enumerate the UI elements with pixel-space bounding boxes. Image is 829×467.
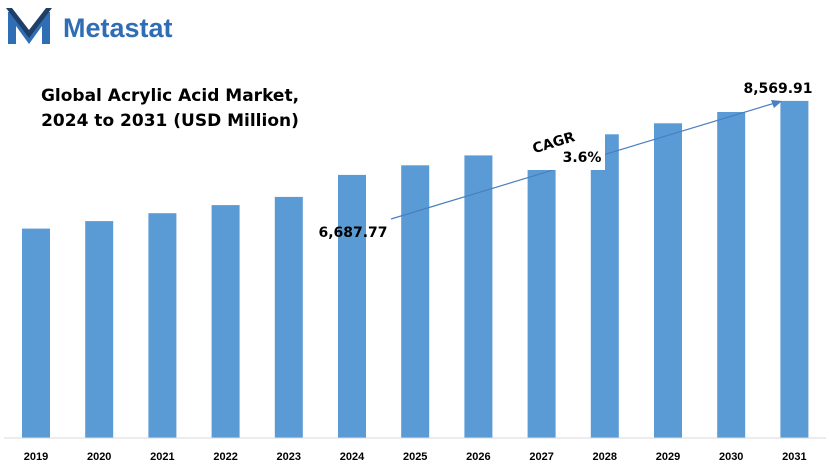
x-tick-label-2020: 2020 — [87, 451, 111, 463]
bar-2021 — [148, 213, 177, 438]
x-tick-label-2029: 2029 — [656, 451, 680, 463]
x-tick-label-2026: 2026 — [466, 451, 490, 463]
cagr-label-backdrop — [525, 120, 605, 170]
cagr-arrow-head-icon — [771, 100, 782, 108]
x-tick-label-2031: 2031 — [782, 451, 806, 463]
x-tick-labels: 2019 2020 2021 2022 2023 2024 2025 2026 2027 2028… — [24, 451, 807, 463]
x-tick-label-2022: 2022 — [213, 451, 237, 463]
cagr-value: 3.6% — [563, 150, 602, 166]
bar-2020 — [85, 221, 114, 438]
x-tick-label-2025: 2025 — [403, 451, 427, 463]
brand-name: Metastat — [63, 13, 173, 43]
x-tick-label-2024: 2024 — [340, 451, 365, 463]
chart-title-line-2: 2024 to 2031 (USD Million) — [41, 111, 299, 131]
metastat-m-logo-icon — [6, 8, 52, 44]
x-tick-label-2019: 2019 — [24, 451, 48, 463]
bar-2024 — [338, 174, 366, 438]
bar-2028 — [590, 134, 619, 439]
x-tick-label-2023: 2023 — [277, 451, 301, 463]
start-value-label: 6,687.77 — [318, 225, 387, 241]
chart-title-line-1: Global Acrylic Acid Market, — [41, 86, 299, 106]
bar-2029 — [654, 123, 682, 439]
bar-2019 — [22, 228, 50, 438]
bar-2031 — [780, 100, 809, 439]
bar-2025 — [401, 165, 430, 439]
bar-2023 — [274, 196, 303, 438]
x-tick-label-2021: 2021 — [150, 451, 174, 463]
x-tick-label-2028: 2028 — [593, 451, 617, 463]
x-tick-label-2027: 2027 — [529, 451, 553, 463]
bar-2022 — [211, 205, 240, 438]
bars-layer — [22, 100, 809, 439]
bar-2030 — [717, 112, 746, 438]
bar-2027 — [527, 145, 556, 438]
end-value-label: 8,569.91 — [743, 81, 812, 97]
bar-2026 — [464, 155, 493, 438]
x-tick-label-2030: 2030 — [719, 451, 743, 463]
